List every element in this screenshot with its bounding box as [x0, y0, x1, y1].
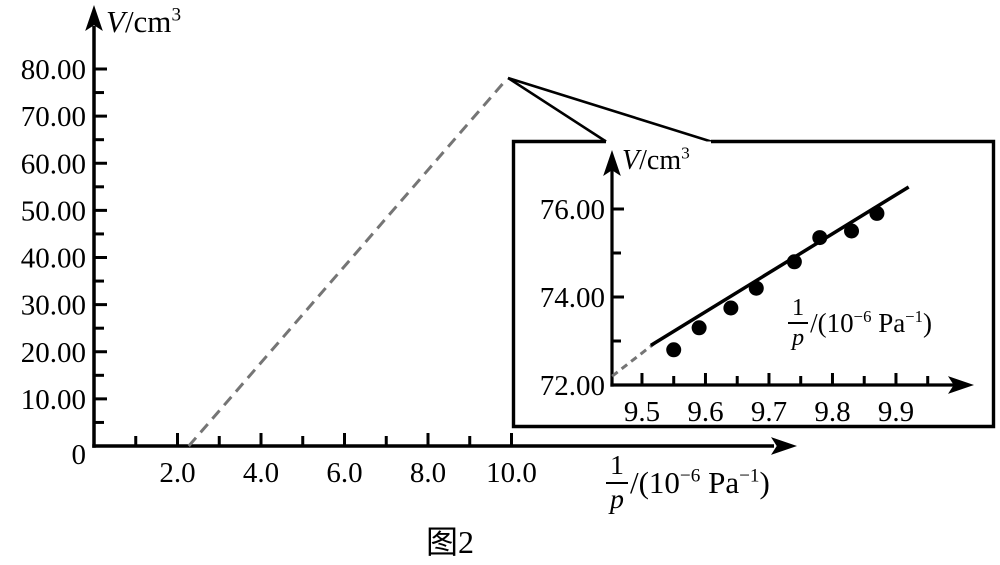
unit-suffix: /(10−6 Pa−1): [630, 467, 770, 498]
unit-pa: Pa: [871, 307, 906, 338]
svg-text:76.00: 76.00: [540, 194, 605, 226]
data-point: [786, 254, 802, 270]
svg-text:0: 0: [72, 439, 87, 471]
data-point: [691, 320, 707, 336]
v-unit: /cm: [639, 145, 682, 176]
unit-exponent-1: −6: [679, 466, 701, 488]
svg-text:9.5: 9.5: [624, 396, 660, 428]
svg-text:9.6: 9.6: [687, 396, 723, 428]
unit-pa: Pa: [700, 465, 740, 501]
fraction-denominator: p: [606, 481, 628, 514]
inset-chart: 9.5 9.6 9.7 9.8 9.9 72.00 74.00 76.00: [540, 150, 974, 428]
magnifier-callout: [507, 76, 712, 143]
data-point: [844, 223, 860, 239]
main-y-axis-label: V/cm3: [106, 6, 181, 37]
svg-text:10.00: 10.00: [21, 384, 86, 416]
v-exponent: 3: [171, 4, 182, 26]
unit-suffix: /(10−6 Pa−1): [810, 306, 933, 338]
svg-text:6.0: 6.0: [326, 457, 362, 489]
v-symbol: V: [106, 4, 125, 39]
svg-text:9.9: 9.9: [878, 396, 914, 428]
extrapolated-line: [187, 77, 509, 447]
svg-text:50.00: 50.00: [21, 195, 86, 227]
v-exponent: 3: [681, 143, 690, 163]
data-point: [723, 300, 739, 316]
inset-x-axis-label: 1 p /(10−6 Pa−1): [788, 294, 933, 351]
data-point: [748, 280, 764, 296]
inset-y-axis-label: V/cm3: [622, 143, 690, 176]
unit-close: ): [759, 465, 770, 501]
data-point: [869, 205, 885, 221]
svg-text:70.00: 70.00: [21, 101, 86, 133]
data-point: [666, 342, 682, 358]
v-unit: /cm: [124, 4, 172, 39]
main-chart: 2.0 4.0 6.0 8.0 10.0 10.00 20.00 30.00 40.00 50.0…: [21, 5, 797, 489]
fit-line-extension: [611, 342, 656, 378]
svg-text:80.00: 80.00: [21, 54, 86, 86]
unit-exponent-2: −1: [905, 306, 924, 326]
svg-text:9.7: 9.7: [751, 396, 787, 428]
svg-text:4.0: 4.0: [243, 457, 279, 489]
main-x-axis-label: 1 p /(10−6 Pa−1): [606, 452, 770, 514]
unit-open: /(10: [810, 307, 854, 338]
v-symbol: V: [622, 145, 640, 176]
data-point: [812, 230, 828, 246]
figure-caption: 图2: [425, 524, 474, 560]
svg-text:2.0: 2.0: [159, 457, 195, 489]
unit-exponent-1: −6: [853, 306, 872, 326]
fraction: 1 p: [788, 294, 809, 351]
fraction-numerator: 1: [610, 450, 624, 481]
svg-text:60.00: 60.00: [21, 148, 86, 180]
svg-text:8.0: 8.0: [410, 457, 446, 489]
unit-close: ): [923, 307, 933, 338]
svg-text:30.00: 30.00: [21, 290, 86, 322]
svg-text:20.00: 20.00: [21, 337, 86, 369]
svg-text:9.8: 9.8: [814, 396, 850, 428]
fraction: 1 p: [606, 452, 628, 514]
fraction-denominator: p: [788, 322, 809, 350]
svg-text:40.00: 40.00: [21, 243, 86, 275]
fraction-numerator: 1: [792, 294, 805, 321]
unit-open: /(10: [629, 465, 680, 501]
svg-text:72.00: 72.00: [540, 370, 605, 402]
unit-exponent-2: −1: [739, 466, 760, 488]
svg-text:74.00: 74.00: [540, 282, 605, 314]
svg-text:10.0: 10.0: [486, 457, 537, 489]
fit-line: [649, 185, 910, 347]
